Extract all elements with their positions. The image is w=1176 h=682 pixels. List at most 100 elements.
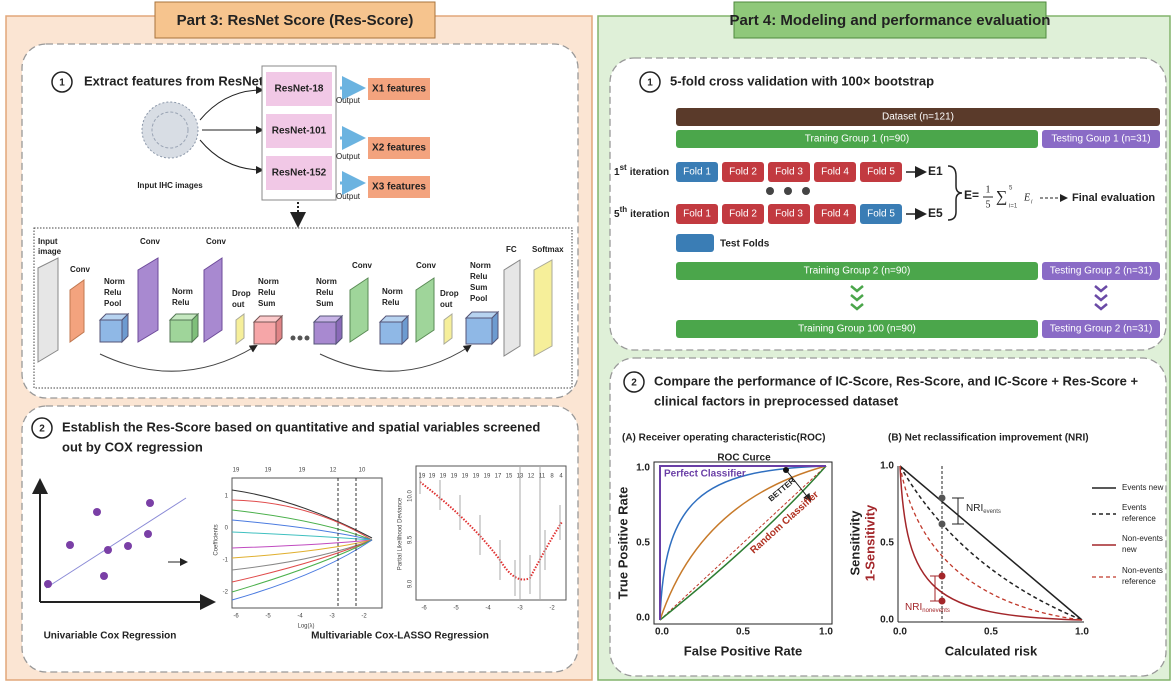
layer-label: Conv	[140, 237, 161, 246]
layer	[70, 280, 84, 342]
training-label: Training Group 100 (n=90)	[798, 324, 916, 335]
layer-label: Relu	[172, 298, 189, 307]
legend-label: new	[1122, 545, 1137, 554]
ellipsis	[298, 336, 303, 341]
y-tick-label: 0.5	[880, 538, 894, 549]
layer	[444, 314, 452, 344]
section-title: Compare the performance of IC-Score, Res…	[654, 373, 1138, 388]
testing-label: Testing Goup 1 (n=31)	[1051, 134, 1150, 145]
layer-label: Relu	[316, 288, 333, 297]
y-tick-label: 0.0	[636, 613, 650, 624]
y-axis-label: Partial Likelihood Deviance	[398, 497, 404, 570]
x-tick-label: 0.5	[984, 627, 998, 638]
layer	[492, 312, 498, 344]
formula-sum: ∑	[996, 189, 1007, 206]
legend-label: Events	[1122, 503, 1146, 512]
result-label: E1	[928, 164, 943, 178]
layer-label: image	[38, 247, 62, 256]
x-tick-label: -5	[265, 614, 271, 620]
y-tick-label: 9.0	[408, 579, 414, 588]
top-tick-label: 19	[429, 474, 436, 480]
top-tick-label: 19	[462, 474, 469, 480]
fold-label: Fold 1	[683, 167, 711, 178]
top-tick-label: 19	[440, 474, 447, 480]
section-number: 1	[59, 78, 65, 89]
layer-label: Pool	[470, 294, 487, 303]
layer	[416, 278, 434, 342]
top-tick-label: 19	[484, 474, 491, 480]
formula-numerator: 1	[986, 184, 991, 195]
layer	[504, 260, 520, 356]
x-tick-label: -4	[485, 606, 491, 612]
output-label: Output	[336, 152, 361, 161]
x-tick-label: -4	[297, 614, 303, 620]
section-title: Extract features from ResNet	[84, 73, 264, 88]
top-tick-label: 19	[473, 474, 480, 480]
y-tick-label: -2	[223, 590, 229, 596]
y-tick-label: 1.0	[880, 461, 894, 472]
layer	[170, 320, 192, 342]
top-tick-label: 10	[359, 468, 366, 474]
layer-label: Norm	[316, 277, 337, 286]
top-tick-label: 15	[506, 474, 513, 480]
section-title: clinical factors in preprocessed dataset	[654, 393, 899, 408]
plot-frame	[416, 466, 566, 600]
layer-label: Conv	[416, 261, 437, 270]
x-tick-label: -6	[233, 614, 239, 620]
top-tick-label: 13	[517, 474, 524, 480]
y-tick-label: 1.0	[636, 463, 650, 474]
fold-label: Fold 5	[867, 167, 895, 178]
formula-denominator: 5	[986, 199, 991, 210]
layer-label: Softmax	[532, 245, 564, 254]
layer-label: Norm	[104, 277, 125, 286]
legend-label: Test Folds	[720, 239, 770, 250]
marker	[939, 495, 946, 502]
testing-label: Testing Group 2 (n=31)	[1050, 266, 1153, 277]
y-tick-label: 0.5	[636, 538, 650, 549]
top-tick-label: 19	[265, 468, 272, 474]
layer-label: out	[232, 300, 245, 309]
layer	[138, 258, 158, 342]
layer-label: Relu	[258, 288, 275, 297]
top-tick-label: 12	[528, 474, 535, 480]
plot-heading: (A) Receiver operating characteristic(RO…	[622, 433, 825, 444]
layer	[254, 322, 276, 344]
layer-label: Norm	[172, 287, 193, 296]
fold-label: Fold 5	[867, 209, 895, 220]
model-label: ResNet-18	[275, 84, 324, 95]
nri-sub: events	[983, 509, 1001, 515]
layer	[534, 260, 552, 356]
x-tick-label: -5	[453, 606, 459, 612]
iteration-word: iteration	[630, 167, 669, 178]
fold-label: Fold 3	[775, 209, 803, 220]
plot-heading: (B) Net reclassification improvement (NR…	[888, 433, 1089, 444]
feature-label: X3 features	[372, 182, 426, 193]
ellipsis	[291, 336, 296, 341]
ellipsis	[766, 187, 774, 195]
y-tick-label: -1	[223, 558, 229, 564]
section-number: 2	[631, 378, 637, 389]
ihc-image	[142, 102, 198, 158]
formula-term: E	[1023, 192, 1030, 203]
top-tick-label: 17	[495, 474, 502, 480]
y-tick-label: 9.5	[408, 535, 414, 544]
nri-main: NRI	[966, 503, 983, 514]
top-tick-label: 19	[299, 468, 306, 474]
y-axis-label: Sensitivity	[847, 510, 862, 576]
fold-label: Fold 4	[821, 209, 849, 220]
legend-label: Non-events	[1122, 534, 1163, 543]
ellipsis	[305, 336, 310, 341]
figure: Part 3: ResNet Score (Res-Score) 1 Extra…	[0, 0, 1176, 682]
dataset-label: Dataset (n=121)	[882, 112, 954, 123]
y-tick-label: 10.0	[408, 490, 414, 502]
fold-label: Fold 2	[729, 167, 757, 178]
layer	[236, 314, 244, 344]
section-number: 2	[39, 424, 45, 435]
fold-label: Fold 4	[821, 167, 849, 178]
x-tick-label: 0.0	[655, 627, 669, 638]
layer-label: out	[440, 300, 453, 309]
point	[100, 572, 108, 580]
legend-label: Non-events	[1122, 566, 1163, 575]
point	[44, 580, 52, 588]
x-tick-label: -6	[421, 606, 427, 612]
